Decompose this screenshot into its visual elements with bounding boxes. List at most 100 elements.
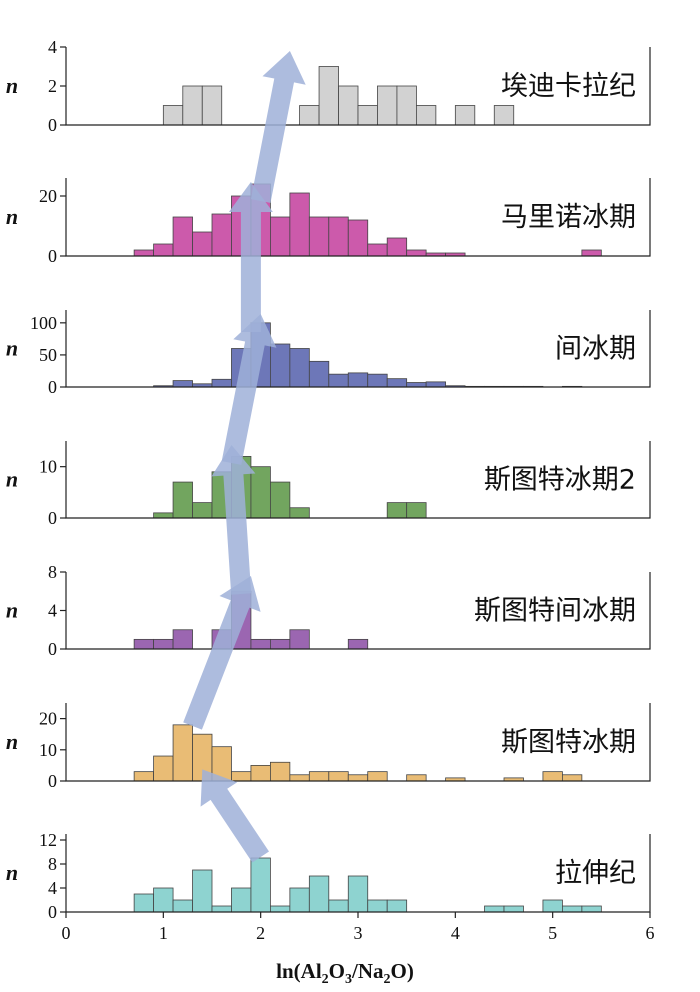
histogram-bar — [581, 905, 602, 913]
histogram-bar — [231, 887, 252, 913]
histogram-bar — [133, 638, 154, 650]
histogram-bar — [347, 774, 369, 782]
histogram-bar — [308, 771, 330, 782]
histogram-bar — [133, 249, 154, 257]
histogram-bar — [269, 638, 291, 650]
x-tick-label: 3 — [354, 923, 363, 943]
plot-frame — [65, 178, 651, 257]
x-axis-label: ln(Al2O3/Na2O) — [276, 959, 414, 987]
y-axis-label: n — [6, 598, 18, 623]
histogram-bar — [211, 213, 232, 257]
histogram-bar — [308, 360, 330, 388]
histogram-bar — [133, 771, 154, 782]
y-axis-label: n — [6, 729, 18, 754]
histogram-bar — [211, 905, 232, 913]
histogram-bar — [493, 105, 515, 126]
histogram-bar — [269, 343, 291, 388]
plot-frame — [65, 703, 651, 782]
y-tick-label: 0 — [48, 115, 57, 135]
y-axis-label: n — [6, 336, 18, 361]
histogram-bar — [192, 869, 213, 913]
histogram-bar — [347, 875, 369, 913]
y-axis-label: n — [6, 467, 18, 492]
x-tick-label: 5 — [548, 923, 557, 943]
y-axis-label: n — [6, 73, 18, 98]
histogram-bar — [153, 755, 174, 782]
histogram-bar — [289, 774, 310, 782]
histogram-bar — [562, 774, 583, 782]
histogram-bar — [133, 893, 154, 913]
panel-title: 斯图特间冰期 — [474, 596, 636, 627]
y-tick-label: 20 — [39, 186, 57, 206]
histogram-bar — [328, 373, 349, 388]
histogram-bar — [347, 638, 369, 650]
histogram-bar — [406, 382, 427, 388]
histogram-bar — [562, 905, 583, 913]
y-tick-label: 0 — [48, 508, 57, 528]
x-tick-label: 6 — [646, 923, 655, 943]
y-tick-label: 0 — [48, 639, 57, 659]
histogram-bar — [396, 85, 417, 126]
histogram-bar — [406, 249, 427, 257]
histogram-bar — [542, 899, 563, 913]
histogram-bar — [172, 481, 193, 519]
y-tick-label: 0 — [48, 902, 57, 922]
x-tick-label: 4 — [451, 923, 460, 943]
histogram-bar — [162, 105, 184, 126]
histogram-bar — [377, 85, 398, 126]
y-tick-label: 20 — [39, 709, 57, 729]
y-axis-label: n — [6, 204, 18, 229]
histogram-bar — [289, 629, 310, 650]
histogram-bar — [347, 372, 369, 388]
x-axis: 0 1 2 3 4 5 6 — [62, 912, 655, 943]
y-tick-label: 50 — [39, 345, 57, 365]
histogram-panel: 0 50 100 n 间冰期 — [6, 310, 651, 397]
histogram-bar — [328, 899, 349, 913]
histogram-bar — [581, 249, 602, 257]
trend-arrow — [200, 769, 269, 863]
panel-title: 埃迪卡拉纪 — [501, 71, 636, 102]
y-tick-label: 2 — [48, 76, 57, 96]
histogram-bar — [153, 638, 174, 650]
y-tick-label: 0 — [48, 246, 57, 266]
histogram-bar — [367, 771, 388, 782]
histogram-bar — [182, 85, 203, 126]
y-tick-label: 4 — [48, 878, 57, 898]
histogram-bar — [269, 481, 291, 519]
panel-title: 拉伸纪 — [555, 858, 636, 889]
histogram-bar — [367, 899, 388, 913]
histogram-bar — [386, 899, 408, 913]
histogram-bar — [318, 66, 339, 126]
plot-frame — [65, 310, 651, 388]
histogram-bar — [289, 192, 310, 257]
histogram-panel: 0 2 4 n 埃迪卡拉纪 — [6, 37, 651, 135]
histogram-panel: 0 10 20 n 斯图特冰期 — [6, 703, 651, 791]
y-tick-label: 12 — [39, 830, 57, 850]
histogram-bar — [503, 905, 524, 913]
histogram-bar — [153, 887, 174, 913]
histogram-panel: 0 4 8 n 斯图特间冰期 — [6, 562, 651, 659]
y-tick-label: 0 — [48, 377, 57, 397]
y-tick-label: 100 — [30, 313, 57, 333]
histogram-bar — [269, 761, 291, 782]
plot-frame — [65, 441, 651, 519]
histogram-bar — [153, 512, 174, 519]
histogram-bar — [192, 502, 213, 519]
histogram-bar — [192, 231, 213, 257]
y-tick-label: 8 — [48, 562, 57, 582]
histogram-bar — [367, 243, 388, 257]
y-tick-label: 0 — [48, 771, 57, 791]
histogram-bar — [289, 348, 310, 388]
histogram-bar — [250, 638, 271, 650]
histogram-panel: 0 4 8 12 n 拉伸纪 — [6, 830, 651, 922]
histogram-bar — [386, 502, 408, 519]
histogram-bar — [357, 105, 378, 126]
histogram-bar — [299, 105, 320, 126]
trend-arrow — [250, 51, 306, 203]
trend-arrow — [211, 445, 256, 595]
histogram-bar — [347, 219, 369, 257]
histogram-bar — [153, 243, 174, 257]
histogram-bar — [172, 724, 193, 782]
y-tick-label: 10 — [39, 457, 57, 477]
y-axis-label: n — [6, 860, 18, 885]
